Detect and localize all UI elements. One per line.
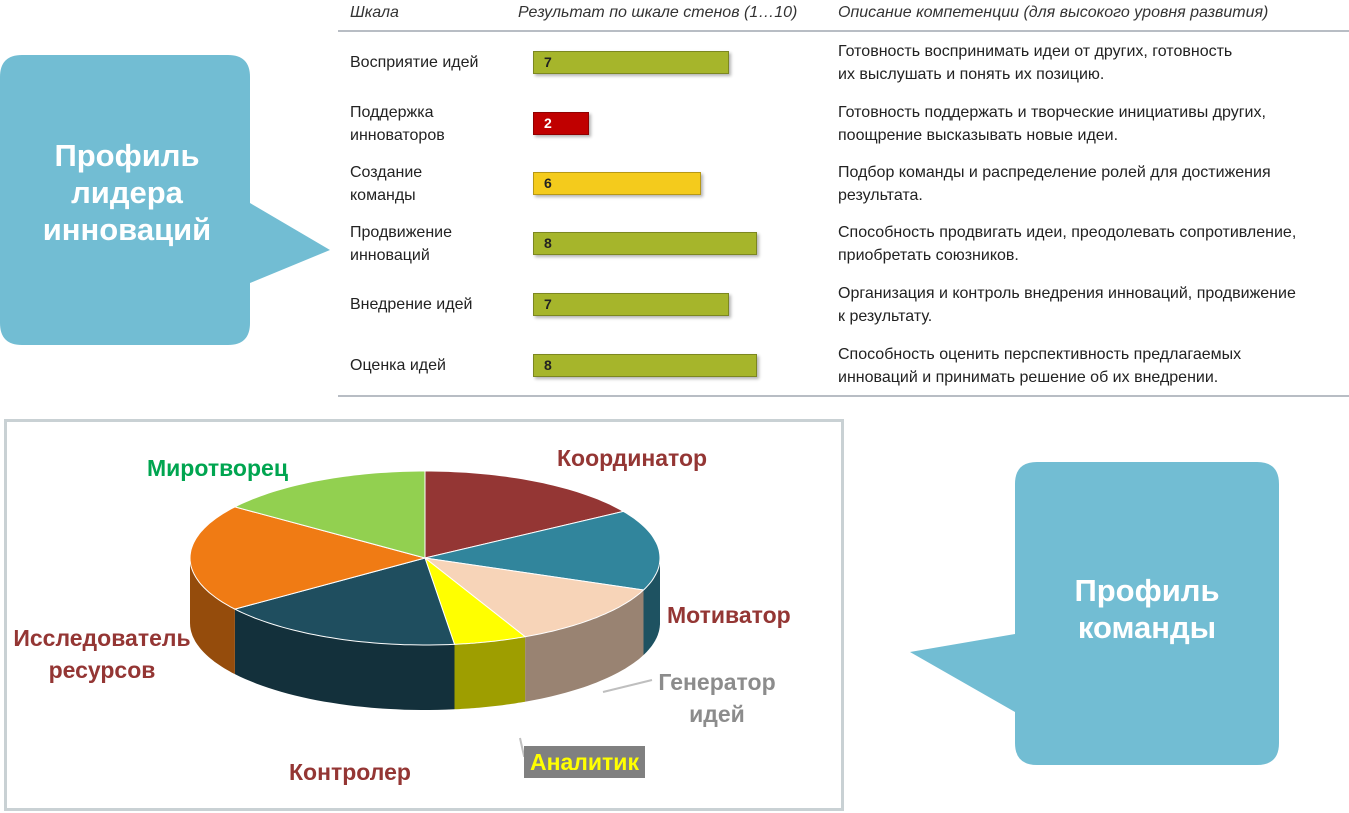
callout-team-profile: Профиль команды — [905, 462, 1285, 767]
pie-label: Координатор — [557, 445, 708, 471]
scale-name: Восприятие идей — [350, 54, 479, 71]
callout-leader-line-1: Профиль — [54, 138, 200, 173]
score-label: 8 — [544, 235, 552, 251]
pie-slice-Мотиватор — [424, 510, 661, 591]
header-divider — [338, 30, 1349, 32]
table-row: Внедрение идей 7 Организация и контроль вн… — [338, 275, 1349, 335]
callout-team-line-1: Профиль — [1074, 573, 1220, 608]
score-bar: 2 — [533, 112, 589, 135]
competency-description: Готовность воспринимать идеи от других, … — [838, 43, 1233, 83]
pie-side-Контролер — [234, 609, 455, 710]
score-bar: 7 — [533, 51, 729, 74]
competency-description: Готовность поддержать и творческие иници… — [838, 104, 1266, 144]
table-bottom-divider — [338, 395, 1349, 397]
table-row: Создание команды 6 Подбор команды и распред… — [338, 154, 1349, 214]
callout-team-title: Профиль команды — [1015, 572, 1279, 646]
pie-slice-Исследователь ресурсов — [189, 506, 427, 610]
competency-description: Организация и контроль внедрения инновац… — [838, 285, 1296, 325]
table-row: Продвижение инноваций 8 Способность продвиг… — [338, 214, 1349, 274]
callout-leader-title: Профиль лидера инноваций — [2, 137, 252, 248]
pie-label: Генератор идей — [658, 669, 776, 727]
callout-leader-line-3: инноваций — [42, 212, 212, 247]
leader-line-generator — [602, 679, 653, 693]
score-bar: 8 — [533, 232, 757, 255]
pie-slice-Аналитик — [423, 556, 527, 645]
header-description: Описание компетенции (для высокого уровн… — [838, 4, 1269, 21]
competency-table: Шкала Результат по шкале стенов (1…10) О… — [338, 0, 1349, 400]
score-label: 2 — [544, 115, 552, 131]
team-roles-chart-frame: Координатор Мотиватор Генератор идей Аналит… — [4, 419, 844, 811]
score-label: 7 — [544, 54, 552, 70]
score-bar: 8 — [533, 354, 757, 377]
score-bar: 6 — [533, 172, 701, 195]
score-bar: 7 — [533, 293, 729, 316]
pie-label: Аналитик — [524, 746, 645, 778]
pie-side-Исследователь ресурсов — [190, 558, 235, 675]
header-result: Результат по шкале стенов (1…10) — [518, 4, 798, 21]
table-row: Восприятие идей 7 Готовность воспринимать … — [338, 33, 1349, 93]
pie-label: Мотиватор — [667, 602, 791, 628]
table-row: Поддержка инноваторов 2 Готовность поддержа… — [338, 94, 1349, 154]
header-scale: Шкала — [350, 4, 399, 21]
callout-team-line-2: команды — [1077, 610, 1217, 645]
callout-shape — [0, 55, 330, 345]
pie-side-Мотиватор — [643, 558, 660, 655]
score-label: 8 — [544, 357, 552, 373]
table-row: Оценка идей 8 Способность оценить перспект… — [338, 336, 1349, 396]
pie-slice-Генератор идей — [423, 557, 645, 638]
scale-name: Продвижение инноваций — [350, 224, 452, 264]
competency-description: Подбор команды и распределение ролей для… — [838, 164, 1271, 204]
competency-description: Способность оценить перспективность пред… — [838, 346, 1242, 386]
pie-slice-Координатор — [424, 470, 625, 559]
pie-label: Контролер — [289, 759, 411, 785]
pie-slice-Миротворец — [233, 470, 426, 559]
callout-leader-profile: Профиль лидера инноваций — [0, 55, 330, 345]
score-label: 7 — [544, 296, 552, 312]
scale-name: Внедрение идей — [350, 296, 473, 313]
pie-label: Миротворец — [147, 455, 288, 481]
callout-leader-line-2: лидера — [71, 175, 183, 210]
scale-name: Оценка идей — [350, 357, 446, 374]
pie-label: Исследователь ресурсов — [13, 625, 191, 683]
scale-name: Поддержка инноваторов — [350, 104, 445, 144]
score-label: 6 — [544, 175, 552, 191]
pie-side-Аналитик — [454, 636, 526, 710]
pie-side-Генератор идей — [525, 590, 644, 702]
callout-shape — [910, 462, 1279, 765]
scale-name: Создание команды — [350, 164, 423, 204]
competency-description: Способность продвигать идеи, преодолеват… — [838, 224, 1297, 264]
pie-slice-Контролер — [233, 557, 456, 646]
team-roles-pie-chart — [189, 470, 661, 757]
